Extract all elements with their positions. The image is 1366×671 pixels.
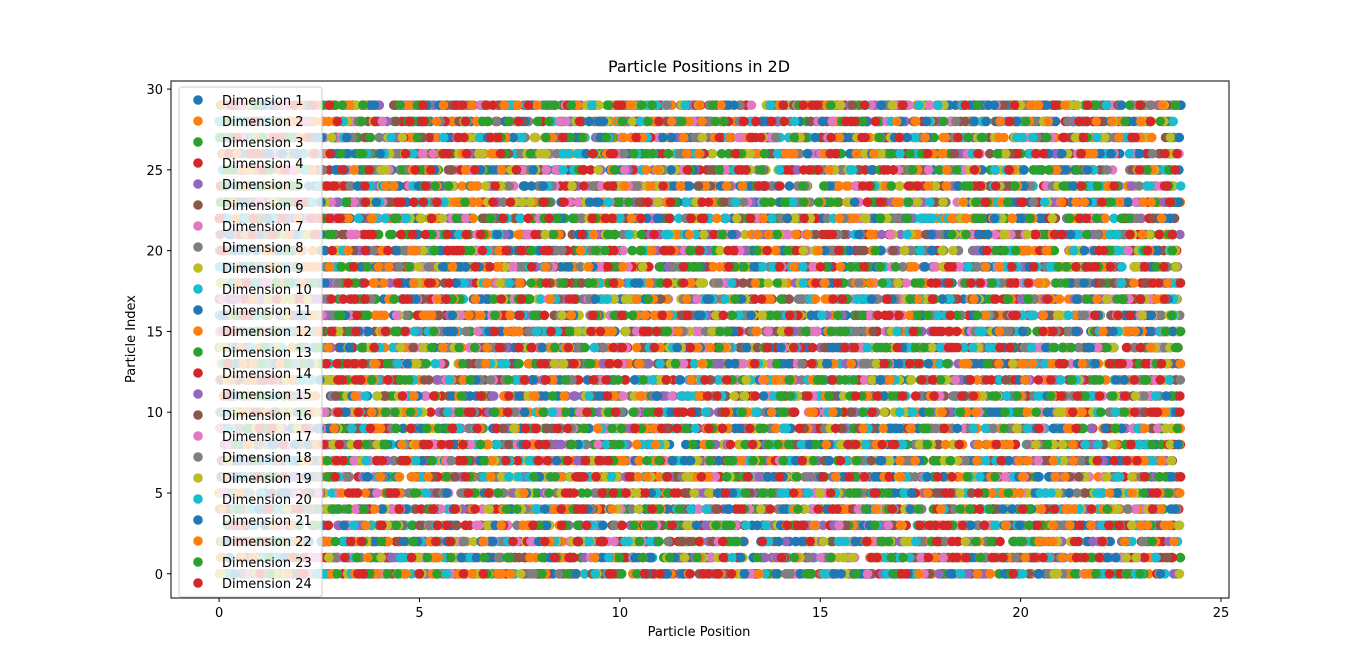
- data-point: [1175, 375, 1186, 385]
- data-point: [457, 181, 467, 191]
- data-point: [910, 472, 920, 482]
- chart-title: Particle Positions in 2D: [608, 57, 790, 76]
- data-points: [214, 100, 1186, 579]
